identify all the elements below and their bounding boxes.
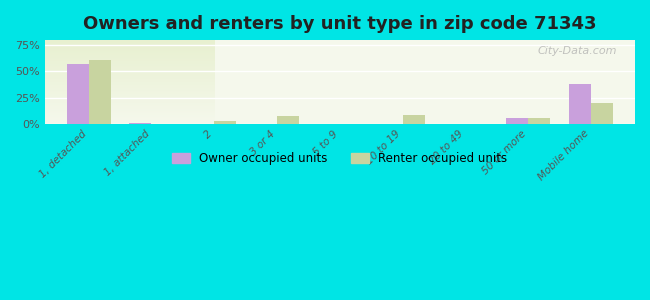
Bar <box>214 121 236 124</box>
Bar <box>591 103 613 124</box>
Bar <box>277 116 299 124</box>
Bar <box>129 123 151 124</box>
Bar <box>66 64 88 124</box>
Bar <box>569 84 591 124</box>
Title: Owners and renters by unit type in zip code 71343: Owners and renters by unit type in zip c… <box>83 15 597 33</box>
Bar <box>528 118 550 124</box>
Legend: Owner occupied units, Renter occupied units: Owner occupied units, Renter occupied un… <box>167 147 512 170</box>
Bar <box>88 60 110 124</box>
Bar <box>402 115 424 124</box>
Text: City-Data.com: City-Data.com <box>538 46 618 56</box>
Bar <box>506 118 528 124</box>
